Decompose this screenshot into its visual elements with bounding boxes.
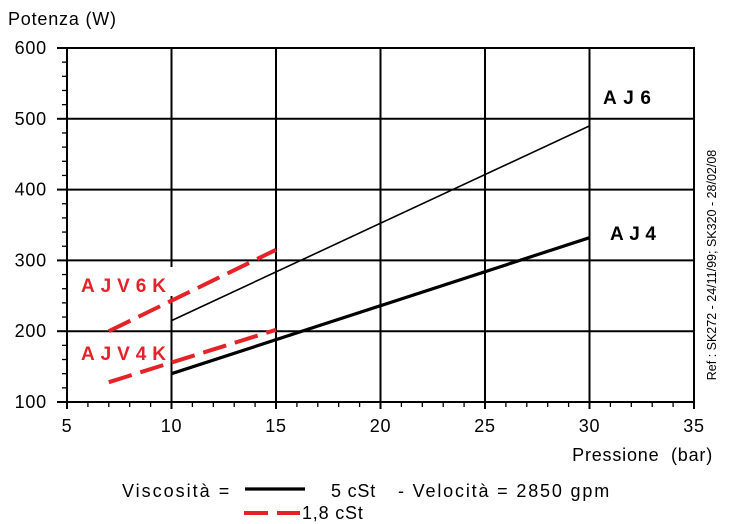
x-tick-label: 25 (474, 416, 496, 436)
axes: 5 10 15 20 25 30 35 100 200 300 400 500 600 (15, 38, 705, 436)
x-tick-label: 20 (370, 416, 392, 436)
y-tick-label: 200 (15, 321, 47, 341)
x-tick-label: 5 (62, 416, 73, 436)
reference-note: Ref : SK272 - 24/11/99; SK320 - 28/02/08 (705, 150, 719, 381)
legend-label-1-8-cst: 1,8 cSt (302, 503, 364, 523)
series-line-ajv6k (107, 248, 277, 333)
x-tick-label: 10 (161, 416, 183, 436)
y-tick-label: 100 (15, 392, 47, 412)
legend-title: Viscosità = (122, 481, 230, 501)
grid (67, 48, 694, 402)
x-axis-title: Pressione (bar) (572, 445, 713, 465)
series-line-aj4 (171, 236, 590, 376)
y-tick-label: 400 (15, 180, 47, 200)
legend-label-5-cst: 5 cSt (331, 481, 376, 501)
series-label-ajv6k: AJV6K (81, 276, 166, 297)
y-tick-label: 600 (15, 38, 47, 58)
series-line-ajv4k (108, 327, 277, 385)
y-axis-title: Potenza (W) (8, 9, 117, 29)
series-label-aj6: AJ6 (603, 88, 651, 109)
series-line-aj6 (171, 125, 590, 322)
x-tick-label: 30 (579, 416, 601, 436)
series-label-aj4: AJ4 (610, 224, 656, 245)
legend: Viscosità = 5 cSt - Velocità = 2850 gpm … (122, 481, 610, 523)
series-label-backdrop (76, 267, 174, 296)
x-tick-label: 15 (265, 416, 287, 436)
series-lines (107, 125, 590, 385)
y-tick-label: 500 (15, 109, 47, 129)
x-tick-label: 35 (683, 416, 705, 436)
series-label-ajv4k: AJV4K (81, 344, 166, 365)
y-tick-label: 300 (15, 250, 47, 270)
legend-note: - Velocità = 2850 gpm (398, 481, 610, 501)
